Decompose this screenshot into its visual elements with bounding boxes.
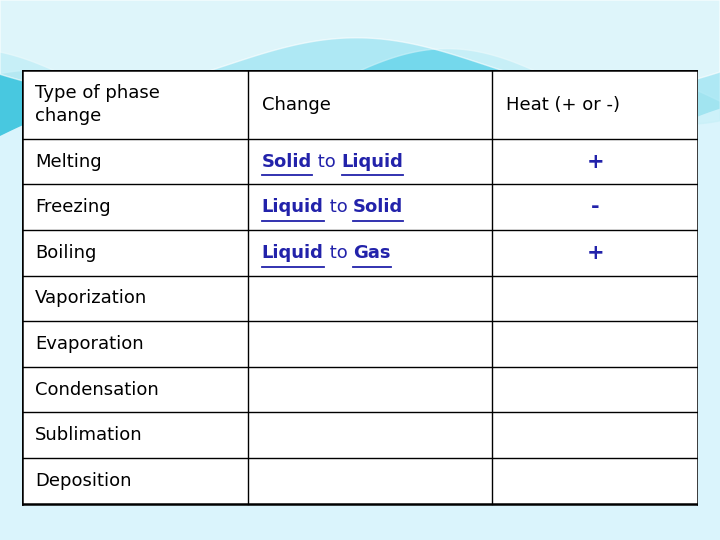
Text: to: to	[324, 244, 354, 262]
Text: Melting: Melting	[35, 153, 102, 171]
Text: Deposition: Deposition	[35, 472, 132, 490]
Text: Liquid: Liquid	[262, 244, 324, 262]
Text: Evaporation: Evaporation	[35, 335, 144, 353]
Text: Gas: Gas	[354, 244, 391, 262]
Text: Change: Change	[262, 96, 330, 113]
Text: to: to	[324, 198, 354, 216]
Text: +: +	[586, 243, 604, 263]
Text: Type of phase
change: Type of phase change	[35, 84, 160, 125]
Text: Sublimation: Sublimation	[35, 426, 143, 444]
Text: -: -	[591, 197, 600, 217]
Text: Freezing: Freezing	[35, 198, 111, 216]
Text: Solid: Solid	[354, 198, 403, 216]
Text: Boiling: Boiling	[35, 244, 96, 262]
Text: Solid: Solid	[262, 153, 312, 171]
Text: Heat (+ or -): Heat (+ or -)	[505, 96, 619, 113]
Text: Vaporization: Vaporization	[35, 289, 148, 307]
Text: to: to	[312, 153, 341, 171]
Text: Liquid: Liquid	[341, 153, 403, 171]
Text: +: +	[586, 152, 604, 172]
Text: Liquid: Liquid	[262, 198, 324, 216]
Text: Condensation: Condensation	[35, 381, 159, 399]
